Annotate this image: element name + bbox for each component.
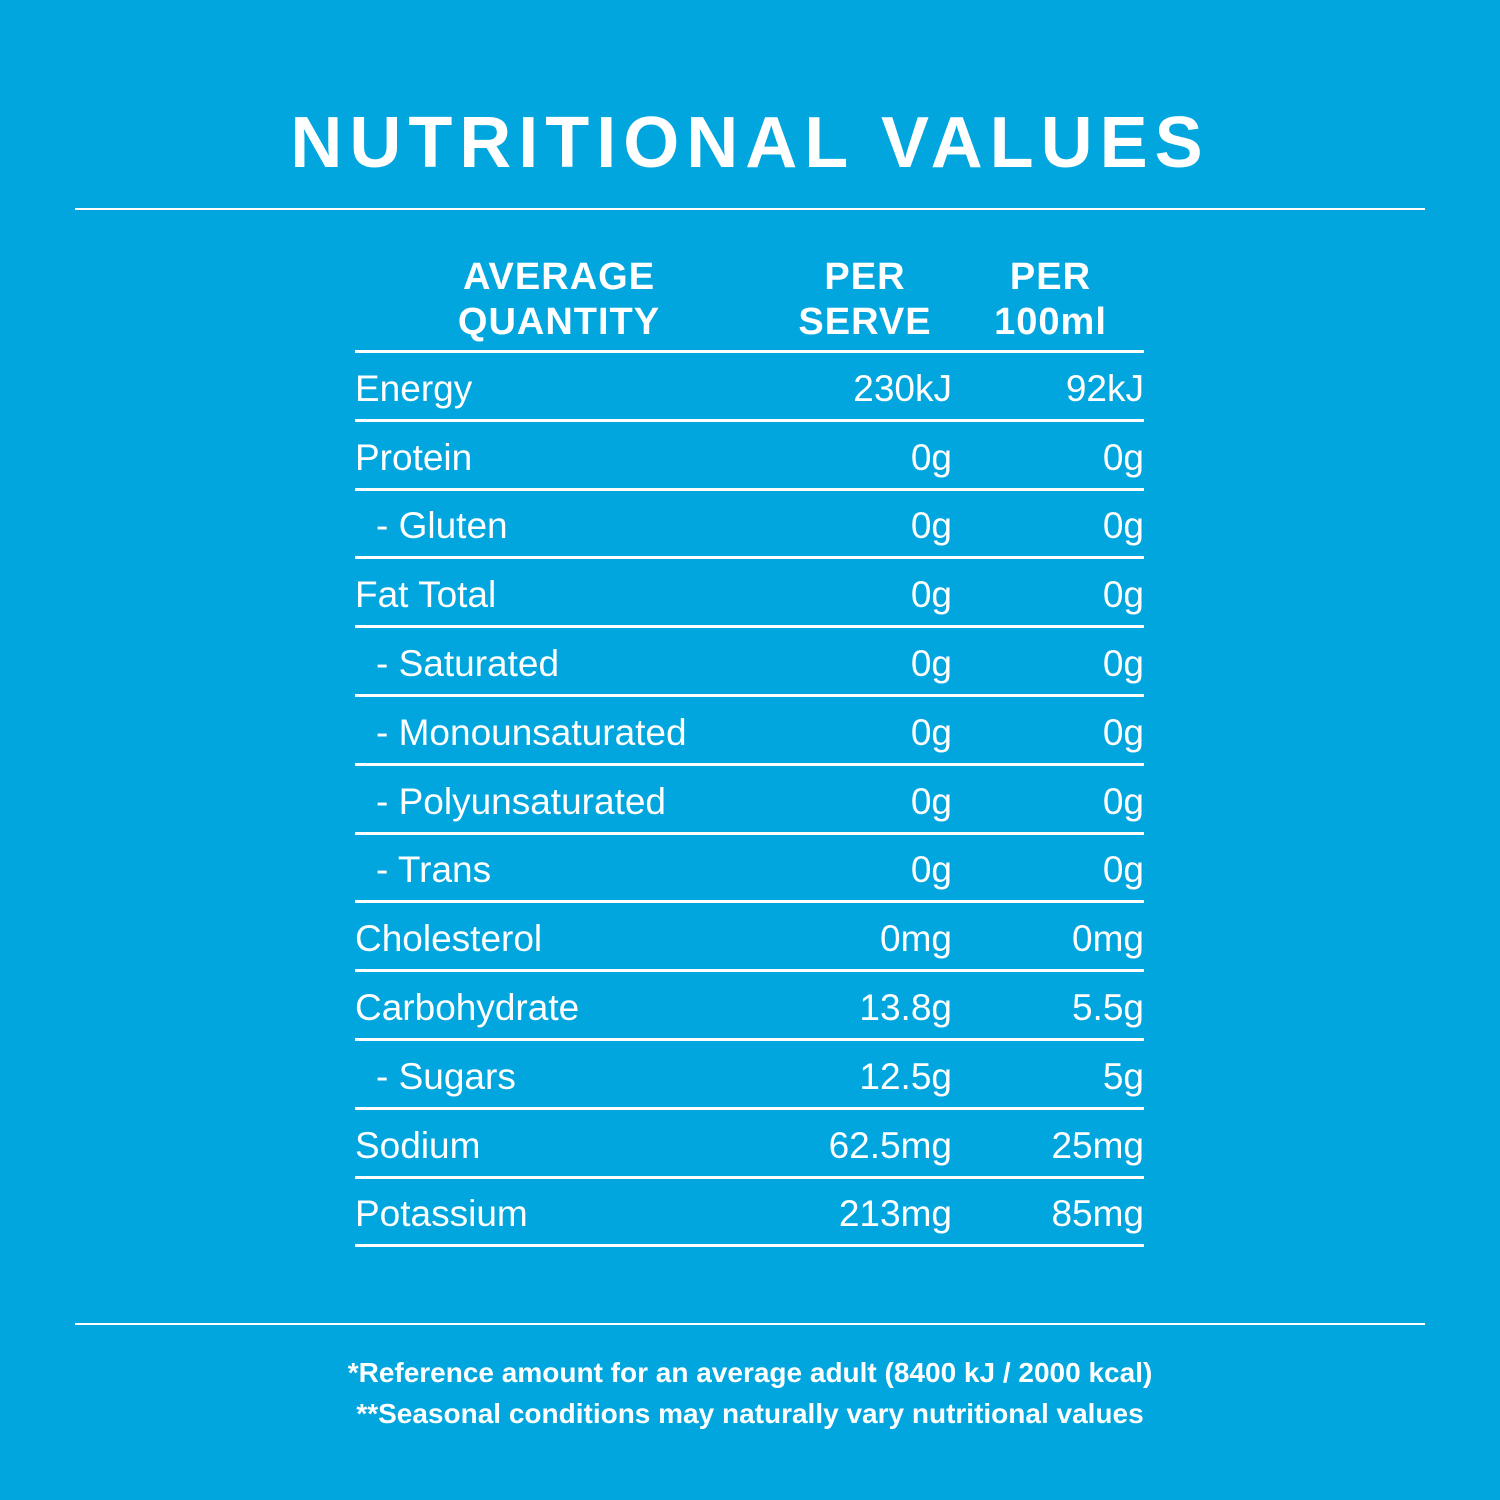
table-row: Fat Total 0g 0g [355,559,1144,629]
table-body: Energy 230kJ 92kJ Protein 0g 0g - Gluten 0g 0g Fa… [355,353,1144,1248]
table-row: - Polyunsaturated 0g 0g [355,766,1144,835]
footnote-seasonal: **Seasonal conditions may naturally vary… [356,1398,1144,1429]
per-100ml-value: 0g [1102,849,1144,891]
per-100ml-value: 0g [1102,643,1144,685]
table-row: - Sugars 12.5g 5g [355,1041,1144,1110]
per-serve-value: 13.8g [859,987,952,1029]
footnotes: *Reference amount for an average adult (… [0,1352,1500,1434]
per-serve-value: 0g [910,711,952,753]
nutrient-name: Protein [355,436,473,478]
table-row: Carbohydrate 13.8g 5.5g [355,972,1144,1041]
per-serve-value: 0g [910,505,952,547]
nutrient-name: Energy [355,367,473,409]
header-average-quantity: AVERAGE QUANTITY [457,256,661,343]
per-100ml-value: 0g [1102,780,1144,822]
nutrient-name: - Polyunsaturated [376,780,667,822]
per-100ml-value: 92kJ [1065,367,1144,409]
nutrient-name: Fat Total [355,574,497,616]
per-serve-value: 12.5g [859,1055,952,1097]
table-row: Protein 0g 0g [355,422,1144,491]
per-100ml-value: 25mg [1051,1124,1144,1166]
per-serve-value: 0mg [880,918,952,960]
table-row: - Monounsaturated 0g 0g [355,697,1144,766]
bottom-divider [75,1323,1425,1325]
per-100ml-value: 5.5g [1071,987,1144,1029]
per-100ml-value: 0g [1102,574,1144,616]
table-row: - Saturated 0g 0g [355,628,1144,697]
header-per-serve: PER SERVE [798,256,932,343]
nutrient-name: - Sugars [376,1055,516,1097]
nutrient-name: - Trans [376,849,492,891]
per-100ml-value: 85mg [1051,1193,1144,1235]
top-divider [75,208,1425,210]
table-row: - Gluten 0g 0g [355,491,1144,560]
per-100ml-value: 0g [1102,436,1144,478]
per-serve-value: 0g [910,574,952,616]
per-serve-value: 230kJ [853,367,952,409]
per-serve-value: 213mg [838,1193,952,1235]
nutrient-name: - Saturated [376,643,560,685]
nutrient-name: - Gluten [376,505,508,547]
table-header: AVERAGE QUANTITY PER SERVE PER 100ml [355,255,1144,353]
per-serve-value: 62.5mg [828,1124,952,1166]
per-100ml-value: 0g [1102,505,1144,547]
nutrient-name: Cholesterol [355,918,543,960]
table-row: Cholesterol 0mg 0mg [355,903,1144,973]
table-row: Sodium 62.5mg 25mg [355,1110,1144,1179]
per-serve-value: 0g [910,643,952,685]
nutrient-name: Carbohydrate [355,987,580,1029]
nutrition-table: AVERAGE QUANTITY PER SERVE PER 100ml Ene… [355,255,1144,1248]
table-row: Potassium 213mg 85mg [355,1179,1144,1248]
nutrient-name: Sodium [355,1124,481,1166]
per-serve-value: 0g [910,780,952,822]
table-row: Energy 230kJ 92kJ [355,353,1144,422]
per-100ml-value: 0g [1102,711,1144,753]
page-title: NUTRITIONAL VALUES [290,103,1210,183]
per-100ml-value: 0mg [1072,918,1144,960]
nutrient-name: Potassium [355,1193,528,1235]
per-serve-value: 0g [910,436,952,478]
per-100ml-value: 5g [1102,1055,1144,1097]
per-serve-value: 0g [910,849,952,891]
table-row: - Trans 0g 0g [355,835,1144,904]
footnote-reference: *Reference amount for an average adult (… [347,1357,1153,1388]
header-per-100ml: PER 100ml [994,256,1107,343]
nutrient-name: - Monounsaturated [376,711,687,753]
